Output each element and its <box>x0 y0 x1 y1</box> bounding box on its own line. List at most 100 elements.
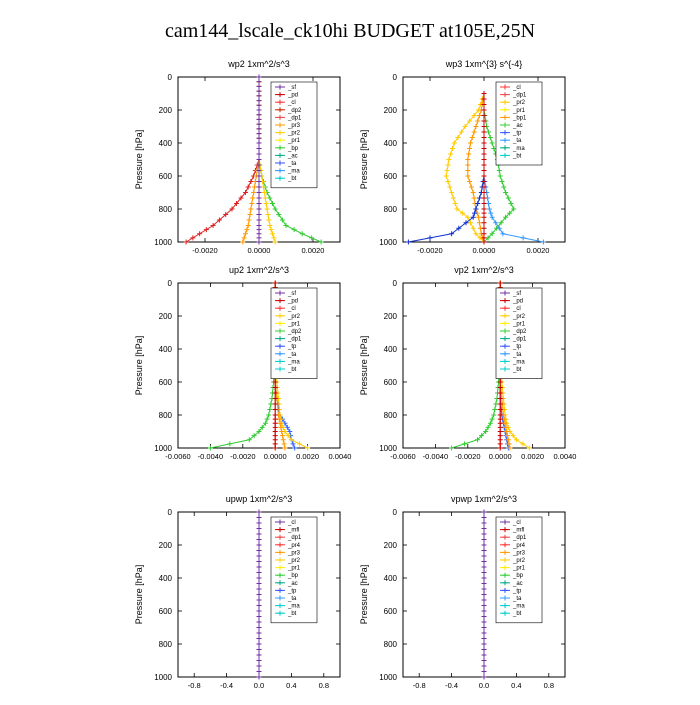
y-tick-label: 600 <box>159 172 173 181</box>
legend-label: _ma <box>512 604 525 610</box>
y-tick-label: 200 <box>159 312 173 321</box>
x-tick-label: -0.0060 <box>390 452 415 461</box>
legend-label: _cl <box>512 520 521 526</box>
y-tick-label: 1000 <box>379 444 397 453</box>
panel-2: wp3 1xm^{3} s^{-4} Pressure [hPa] 0 200 400 6… <box>359 59 566 255</box>
legend-label: _pr2 <box>512 558 526 564</box>
y-tick-label: 400 <box>384 139 398 148</box>
legend-label: _pr1 <box>512 108 526 114</box>
legend-label: _cl <box>512 306 521 312</box>
y-tick-label: 600 <box>159 378 173 387</box>
legend-label: _dp1 <box>512 535 527 541</box>
legend-label: _ac <box>512 123 523 129</box>
legend-label: _pr2 <box>287 131 301 137</box>
x-tick-label: 0.0 <box>479 681 489 690</box>
x-tick-label: -0.0020 <box>192 246 217 255</box>
panel-3: up2 1xm^2/s^3 Pressure [hPa] 0 200 400 600 800… <box>134 265 351 461</box>
legend-label: _ma <box>287 169 300 175</box>
y-tick-label: 800 <box>384 640 398 649</box>
y-tick-label: 200 <box>384 106 398 115</box>
x-tick-label: 0.0000 <box>248 246 271 255</box>
legend-label: _sf <box>287 85 296 91</box>
plot-frame <box>402 282 566 449</box>
y-tick-label: 600 <box>384 378 398 387</box>
legend-label: _bt <box>287 367 297 373</box>
y-tick-label: 0 <box>393 73 398 82</box>
legend-label: _sf <box>287 291 296 297</box>
x-tick-label: 0.4 <box>286 681 296 690</box>
legend-label: _tp <box>512 344 522 350</box>
legend-label: _ma <box>512 146 525 152</box>
legend-label: _mfl <box>512 528 524 534</box>
legend-label: _ma <box>287 604 300 610</box>
x-tick-label: 0.8 <box>319 681 329 690</box>
legend-label: _pd <box>287 299 298 305</box>
legend-label: _pr2 <box>512 100 526 106</box>
legend-label: _cl <box>512 85 521 91</box>
x-tick-label: -0.0040 <box>423 452 448 461</box>
legend-label: _dp2 <box>512 329 527 335</box>
x-tick-label: -0.0020 <box>230 452 255 461</box>
legend-label: _dp2 <box>287 329 302 335</box>
y-axis-label: Pressure [hPa] <box>134 130 144 190</box>
legend-label: _dp2 <box>287 108 302 114</box>
legend-label: _ma <box>512 359 525 365</box>
legend-label: _tp <box>287 344 297 350</box>
legend-label: _cl <box>287 100 296 106</box>
x-tick-label: 0.0000 <box>489 452 512 461</box>
x-tick-label: -0.0040 <box>198 452 223 461</box>
y-tick-label: 800 <box>384 411 398 420</box>
legend-label: _bp <box>287 573 299 579</box>
y-axis-label: Pressure [hPa] <box>134 336 144 396</box>
panel-5: upwp 1xm^2/s^3 Pressure [hPa] 0 200 400 600 80… <box>134 494 341 690</box>
legend-label: _bt <box>512 153 522 159</box>
legend-label: _cl <box>287 306 296 312</box>
legend-label: _bp <box>512 573 524 579</box>
legend-label: _dp1 <box>287 337 302 343</box>
y-tick-label: 200 <box>384 541 398 550</box>
legend-label: _bt <box>512 611 522 617</box>
y-tick-label: 0 <box>168 73 173 82</box>
y-tick-label: 800 <box>159 411 173 420</box>
x-tick-label: 0.0020 <box>521 452 544 461</box>
legend-label: _ta <box>512 138 522 144</box>
y-axis-label: Pressure [hPa] <box>359 565 369 625</box>
legend-box <box>270 287 318 379</box>
plot-frame <box>177 282 341 449</box>
x-tick-label: 0.8 <box>544 681 554 690</box>
legend-label: _pr2 <box>512 314 526 320</box>
x-tick-label: -0.8 <box>188 681 201 690</box>
panel-4: vp2 1xm^2/s^3 Pressure [hPa] 0 200 400 600 800… <box>359 265 576 461</box>
panel-title: vpwp 1xm^2/s^3 <box>451 494 517 504</box>
legend-label: _ta <box>287 596 297 602</box>
panel-title: upwp 1xm^2/s^3 <box>226 494 292 504</box>
series-line <box>185 77 260 243</box>
legend-label: _tp <box>287 588 297 594</box>
legend-label: _pr3 <box>287 123 301 129</box>
legend-label: _pr1 <box>512 321 526 327</box>
legend-label: _bp1 <box>512 115 527 121</box>
legend-label: _pr4 <box>512 543 526 549</box>
legend-label: _pr1 <box>287 138 301 144</box>
legend-label: _pd <box>512 299 523 305</box>
legend-label: _dp1 <box>287 535 302 541</box>
y-tick-label: 400 <box>159 574 173 583</box>
legend-label: _dp1 <box>512 93 527 99</box>
legend-box <box>495 287 543 379</box>
y-tick-label: 200 <box>384 312 398 321</box>
y-tick-label: 0 <box>393 508 398 517</box>
x-tick-label: 0.0040 <box>329 452 352 461</box>
y-tick-label: 0 <box>393 279 398 288</box>
x-tick-label: 0.0020 <box>302 246 325 255</box>
y-tick-label: 0 <box>168 508 173 517</box>
x-tick-label: 0.0000 <box>264 452 287 461</box>
x-tick-label: 0.0020 <box>527 246 550 255</box>
y-axis-label: Pressure [hPa] <box>359 130 369 190</box>
legend-box <box>495 81 543 166</box>
legend-label: _ta <box>287 352 297 358</box>
x-tick-label: -0.4 <box>445 681 458 690</box>
legend-label: _bt <box>287 611 297 617</box>
y-tick-label: 600 <box>384 607 398 616</box>
legend-label: _bp <box>287 146 299 152</box>
